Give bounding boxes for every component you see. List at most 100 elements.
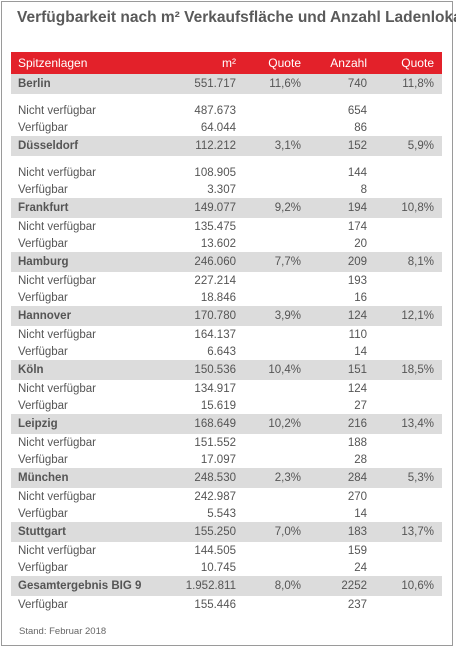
city-quote-m2: 3,9% bbox=[274, 310, 301, 322]
empty-cell bbox=[367, 235, 442, 252]
not-available-label: Nicht verfügbar bbox=[18, 274, 96, 287]
footer-note: Stand: Februar 2018 bbox=[19, 626, 107, 637]
city-quote-m2: 2,3% bbox=[274, 472, 301, 484]
available-row: Verfügbar 18.846 16 bbox=[11, 289, 442, 306]
city-quote-m2: 10,4% bbox=[268, 364, 301, 376]
not-available-m2: 164.137 bbox=[194, 328, 236, 341]
page-title: Verfügbarkeit nach m² Verkaufsfläche und… bbox=[17, 9, 456, 26]
row-spacer bbox=[11, 156, 442, 164]
available-row: Verfügbar 5.543 14 bbox=[11, 505, 442, 522]
not-available-row: Nicht verfügbar 134.917 124 bbox=[11, 380, 442, 397]
city-anzahl: 209 bbox=[347, 256, 367, 268]
empty-cell bbox=[367, 451, 442, 468]
empty-cell bbox=[367, 164, 442, 181]
city-quote-m2: 3,1% bbox=[274, 140, 301, 152]
available-m2: 10.745 bbox=[200, 561, 236, 574]
not-available-m2: 242.987 bbox=[194, 490, 236, 503]
total-available-anzahl: 237 bbox=[347, 598, 367, 611]
available-row: Verfügbar 3.307 8 bbox=[11, 181, 442, 198]
spacer-cell bbox=[11, 156, 442, 164]
empty-cell bbox=[367, 326, 442, 343]
city-name: Stuttgart bbox=[18, 526, 66, 538]
available-anzahl: 27 bbox=[354, 399, 367, 412]
city-row: Hannover 170.780 3,9% 124 12,1% bbox=[11, 306, 442, 326]
city-row: Stuttgart 155.250 7,0% 183 13,7% bbox=[11, 522, 442, 542]
empty-cell bbox=[236, 559, 301, 576]
city-row: Leipzig 168.649 10,2% 216 13,4% bbox=[11, 414, 442, 434]
city-quote-m2: 10,2% bbox=[268, 418, 301, 430]
not-available-row: Nicht verfügbar 144.505 159 bbox=[11, 542, 442, 559]
header-spitzenlagen: Spitzenlagen bbox=[18, 56, 88, 70]
city-name: Frankfurt bbox=[18, 202, 69, 214]
empty-cell bbox=[367, 181, 442, 198]
not-available-row: Nicht verfügbar 164.137 110 bbox=[11, 326, 442, 343]
header-anzahl: Anzahl bbox=[330, 56, 367, 70]
city-m2: 168.649 bbox=[194, 418, 236, 430]
not-available-label: Nicht verfügbar bbox=[18, 436, 96, 449]
available-row: Verfügbar 13.602 20 bbox=[11, 235, 442, 252]
available-anzahl: 14 bbox=[354, 507, 367, 520]
empty-cell bbox=[367, 505, 442, 522]
available-m2: 13.602 bbox=[200, 237, 236, 250]
empty-cell bbox=[236, 488, 301, 505]
not-available-anzahl: 654 bbox=[347, 104, 367, 117]
not-available-anzahl: 188 bbox=[347, 436, 367, 449]
available-row: Verfügbar 10.745 24 bbox=[11, 559, 442, 576]
empty-cell bbox=[236, 434, 301, 451]
empty-cell bbox=[236, 181, 301, 198]
empty-cell bbox=[236, 596, 301, 613]
not-available-m2: 108.905 bbox=[194, 166, 236, 179]
city-m2: 150.536 bbox=[194, 364, 236, 376]
empty-cell bbox=[367, 343, 442, 360]
empty-cell bbox=[367, 272, 442, 289]
empty-cell bbox=[236, 119, 301, 136]
available-anzahl: 16 bbox=[354, 291, 367, 304]
city-anzahl: 194 bbox=[347, 202, 367, 214]
not-available-row: Nicht verfügbar 135.475 174 bbox=[11, 218, 442, 235]
city-quote-m2: 11,6% bbox=[269, 78, 301, 90]
city-quote-m2: 9,2% bbox=[274, 202, 301, 214]
not-available-label: Nicht verfügbar bbox=[18, 544, 96, 557]
not-available-m2: 227.214 bbox=[194, 274, 236, 287]
city-quote-anzahl: 13,4% bbox=[401, 418, 434, 430]
empty-cell bbox=[236, 326, 301, 343]
available-row: Verfügbar 15.619 27 bbox=[11, 397, 442, 414]
available-m2: 18.846 bbox=[200, 291, 236, 304]
empty-cell bbox=[236, 289, 301, 306]
empty-cell bbox=[236, 102, 301, 119]
empty-cell bbox=[236, 451, 301, 468]
city-anzahl: 124 bbox=[347, 310, 367, 322]
city-row: Berlin 551.717 11,6% 740 11,8% bbox=[11, 74, 442, 94]
empty-cell bbox=[367, 488, 442, 505]
city-name: Berlin bbox=[18, 78, 51, 90]
not-available-anzahl: 270 bbox=[347, 490, 367, 503]
city-quote-anzahl: 5,3% bbox=[407, 472, 434, 484]
not-available-label: Nicht verfügbar bbox=[18, 328, 96, 341]
city-quote-m2: 7,7% bbox=[274, 256, 301, 268]
empty-cell bbox=[367, 289, 442, 306]
city-name: Leipzig bbox=[18, 418, 58, 430]
not-available-label: Nicht verfügbar bbox=[18, 220, 96, 233]
city-m2: 155.250 bbox=[194, 526, 236, 538]
not-available-anzahl: 124 bbox=[347, 382, 367, 395]
available-label: Verfügbar bbox=[18, 291, 68, 304]
empty-cell bbox=[367, 119, 442, 136]
available-label: Verfügbar bbox=[18, 345, 68, 358]
available-label: Verfügbar bbox=[18, 121, 68, 134]
not-available-row: Nicht verfügbar 108.905 144 bbox=[11, 164, 442, 181]
empty-cell bbox=[236, 164, 301, 181]
city-name: München bbox=[18, 472, 69, 484]
city-m2: 112.212 bbox=[195, 140, 236, 152]
empty-cell bbox=[367, 434, 442, 451]
city-quote-anzahl: 10,8% bbox=[401, 202, 434, 214]
available-m2: 15.619 bbox=[200, 399, 236, 412]
empty-cell bbox=[236, 218, 301, 235]
city-m2: 248.530 bbox=[194, 472, 236, 484]
city-quote-anzahl: 18,5% bbox=[401, 364, 434, 376]
empty-cell bbox=[367, 218, 442, 235]
total-m2: 1.952.811 bbox=[185, 580, 236, 592]
empty-cell bbox=[236, 505, 301, 522]
not-available-row: Nicht verfügbar 242.987 270 bbox=[11, 488, 442, 505]
city-row: Hamburg 246.060 7,7% 209 8,1% bbox=[11, 252, 442, 272]
